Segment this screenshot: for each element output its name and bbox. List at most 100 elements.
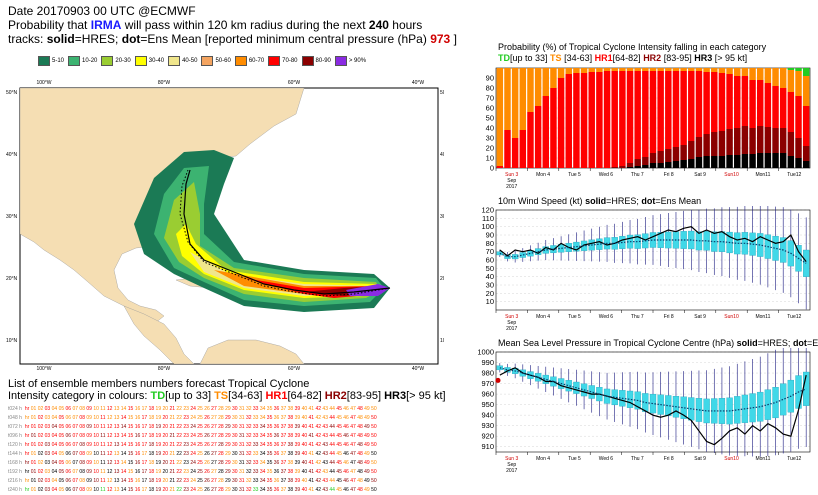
ensemble-member: 03 <box>44 478 52 484</box>
ensemble-member: 37 <box>280 442 288 448</box>
lon-label: 60°W <box>288 80 301 86</box>
ensemble-member: 09 <box>86 451 94 457</box>
ensemble-row-label: t096 h <box>8 433 22 439</box>
ensemble-member: 12 <box>106 433 114 439</box>
ensemble-member: 02 <box>37 460 45 466</box>
ensemble-member: 16 <box>134 433 142 439</box>
wind-panel-title: 10m Wind Speed (kt) solid=HRES; dot=Ens … <box>498 196 701 206</box>
spread-box <box>665 231 672 249</box>
ensemble-member: 04 <box>51 451 59 457</box>
bar-hr3 <box>741 154 749 168</box>
ensemble-member: 17 <box>141 406 149 412</box>
ensemble-member: 44 <box>329 451 337 457</box>
ensemble-member: 02 <box>37 478 45 484</box>
bar-ts <box>795 71 802 96</box>
ensemble-member: 15 <box>127 415 135 421</box>
ensemble-row: t072 h hr 01 02 03 04 05 06 07 08 09 10 1… <box>8 423 377 432</box>
ensemble-member: 40 <box>301 478 309 484</box>
bar-ts <box>649 68 657 71</box>
ensemble-member: 15 <box>127 487 135 493</box>
ensemble-member: 06 <box>65 406 73 412</box>
day-label: Thu 7 <box>631 456 644 462</box>
ensemble-member: 17 <box>141 442 149 448</box>
ensemble-member: 15 <box>127 451 135 457</box>
bar-hr2 <box>649 153 657 163</box>
bar-hr1 <box>787 92 795 132</box>
ensemble-member: 14 <box>120 469 128 475</box>
ensemble-member: 40 <box>301 451 309 457</box>
ensemble-member: 20 <box>162 406 170 412</box>
ensemble-member: 39 <box>294 433 302 439</box>
lat-label: 50°N <box>6 90 18 96</box>
ensemble-member: 16 <box>134 460 142 466</box>
ensemble-row-label: t216 h <box>8 478 22 484</box>
ensemble-member: 39 <box>294 424 302 430</box>
bar-hr1 <box>634 71 641 159</box>
ensemble-member: 32 <box>245 406 253 412</box>
lat-label: 10°N <box>6 338 18 344</box>
ensemble-member: 33 <box>252 487 260 493</box>
bar-ts <box>680 68 687 71</box>
ensemble-member: 48 <box>357 442 365 448</box>
ensemble-member: 48 <box>357 460 365 466</box>
bar-ts <box>573 68 580 73</box>
ensemble-member: 41 <box>308 487 316 493</box>
ensemble-member: 24 <box>190 469 198 475</box>
ensemble-member: 20 <box>162 451 170 457</box>
bar-ts <box>772 68 779 86</box>
ensemble-member: 30 <box>232 415 239 421</box>
bar-ts <box>642 68 649 71</box>
cat-hr2-range: [83-95] <box>663 53 692 63</box>
ensemble-member: 10 <box>93 487 101 493</box>
ensemble-member: 45 <box>336 478 344 484</box>
spread-box <box>634 234 641 249</box>
bar-hr3 <box>756 153 764 168</box>
ensemble-member: 03 <box>44 442 52 448</box>
ensemble-member: 13 <box>113 451 121 457</box>
ensemble-member: 24 <box>190 424 198 430</box>
ensemble-member: 18 <box>148 406 156 412</box>
ensemble-row-label: t168 h <box>8 460 22 466</box>
ensemble-member: 12 <box>106 406 114 412</box>
ensemble-member: 26 <box>204 451 212 457</box>
day-label: Tue 5 <box>568 314 581 320</box>
bar-hr1 <box>565 74 572 168</box>
legend-item: 10-20 <box>68 56 97 66</box>
ensemble-member: 06 <box>65 451 73 457</box>
intensity-cat-range: [> 95 kt] <box>406 390 446 402</box>
day-sublabel: 2017 <box>506 326 517 332</box>
ensemble-member: 20 <box>162 424 170 430</box>
ensemble-member: hr <box>24 433 31 439</box>
bar-hr1 <box>649 71 657 153</box>
day-sublabel: Sep <box>507 320 516 326</box>
ensemble-member: 26 <box>204 478 212 484</box>
ensemble-member: 44 <box>329 442 337 448</box>
bar-hr2 <box>779 128 787 153</box>
bar-hr2 <box>642 157 649 165</box>
ensemble-member: 23 <box>183 415 191 421</box>
ensemble-member: 18 <box>148 442 156 448</box>
ensemble-member: 44 <box>329 487 337 493</box>
ensemble-member: 05 <box>58 469 66 475</box>
y-tick-label: 60 <box>486 256 494 265</box>
spread-box <box>649 232 657 248</box>
ensemble-member: 12 <box>106 469 114 475</box>
bar-hr3 <box>649 163 657 168</box>
ensemble-member: 20 <box>162 433 170 439</box>
day-label: Tue12 <box>787 456 801 462</box>
ensemble-member: 50 <box>371 451 377 457</box>
ensemble-member: 34 <box>259 415 267 421</box>
day-label: Mon11 <box>755 314 770 320</box>
day-label: Sun10 <box>724 314 739 320</box>
ensemble-member: 43 <box>322 460 330 466</box>
ensemble-member: 01 <box>30 469 38 475</box>
ensemble-member: 29 <box>225 442 233 448</box>
ensemble-member: 21 <box>169 478 177 484</box>
cat-ts-range: [34-63] <box>564 53 593 63</box>
ensemble-member: 33 <box>252 451 260 457</box>
day-label: Tue 5 <box>568 172 581 178</box>
bar-hr2 <box>703 134 710 156</box>
ensemble-member: 40 <box>301 442 309 448</box>
intensity-cat: TS[34-63] <box>214 390 265 402</box>
ensemble-member: 42 <box>315 415 323 421</box>
